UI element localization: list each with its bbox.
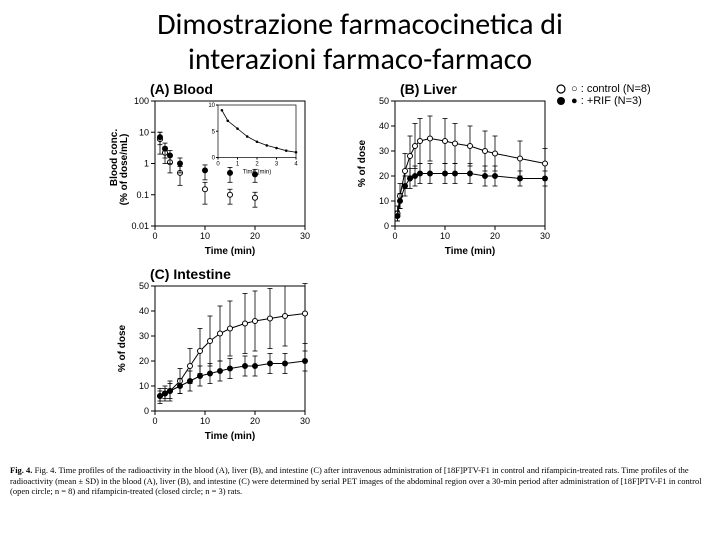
figure-caption: Fig. 4. Fig. 4. Time profiles of the rad… [0, 461, 720, 501]
chart-intestine: 0 10 20 30 0 10 20 30 40 50 Time (min) % of dose [100, 266, 330, 446]
svg-text:30: 30 [540, 231, 550, 241]
svg-text:30: 30 [300, 416, 310, 426]
chart-liver: 0 10 20 30 0 10 20 30 40 50 Time (min) % of dose [350, 81, 570, 261]
panel-liver: (B) Liver 0 10 20 30 0 10 20 30 40 50 Time (min) % … [350, 81, 570, 266]
svg-text:1: 1 [236, 162, 240, 168]
svg-text:40: 40 [139, 306, 149, 316]
svg-text:20: 20 [139, 356, 149, 366]
svg-text:5: 5 [212, 129, 216, 135]
svg-text:Time (min): Time (min) [445, 246, 495, 257]
svg-text:% of dose: % of dose [357, 139, 368, 187]
svg-text:10: 10 [200, 416, 210, 426]
title-line-1: Dimostrazione farmacocinetica di [157, 6, 563, 43]
svg-text:Time (min): Time (min) [205, 246, 255, 257]
svg-text:20: 20 [379, 171, 389, 181]
svg-text:Time (min): Time (min) [243, 170, 271, 176]
svg-text:50: 50 [379, 96, 389, 106]
svg-text:50: 50 [139, 281, 149, 291]
svg-text:0: 0 [384, 221, 389, 231]
svg-text:0: 0 [212, 156, 216, 162]
panel-intestine: (C) Intestine 0 10 20 30 0 10 20 30 40 50 Time (mi… [100, 266, 330, 451]
caption-text: Fig. 4. Time profiles of the radioactivi… [10, 465, 702, 496]
svg-text:30: 30 [139, 331, 149, 341]
panel-c-label: (C) Intestine [150, 266, 231, 282]
svg-text:0: 0 [152, 231, 157, 241]
svg-text:1: 1 [144, 159, 149, 169]
svg-text:30: 30 [300, 231, 310, 241]
svg-text:10: 10 [200, 231, 210, 241]
svg-text:0.01: 0.01 [131, 221, 149, 231]
svg-text:30: 30 [379, 146, 389, 156]
svg-text:20: 20 [250, 231, 260, 241]
panel-blood: (A) Blood 01020300.010.1110100Time (min)… [100, 81, 330, 266]
slide-title: Dimostrazione farmacocinetica di interaz… [0, 0, 720, 81]
svg-text:10: 10 [208, 103, 215, 109]
svg-text:100: 100 [134, 96, 149, 106]
svg-text:10: 10 [139, 127, 149, 137]
panel-b-label: (B) Liver [400, 81, 457, 97]
svg-text:20: 20 [250, 416, 260, 426]
svg-text:(% of dose/mL): (% of dose/mL) [119, 134, 130, 206]
svg-text:10: 10 [139, 381, 149, 391]
svg-text:0: 0 [216, 162, 220, 168]
svg-text:0: 0 [152, 416, 157, 426]
figure-area: ○ : control (N=8) ● : +RIF (N=3) (A) Blo… [0, 81, 720, 461]
svg-text:0.1: 0.1 [136, 190, 149, 200]
panel-a-label: (A) Blood [150, 81, 213, 97]
svg-text:Time (min): Time (min) [205, 431, 255, 442]
svg-text:40: 40 [379, 121, 389, 131]
chart-blood: 01020300.010.1110100Time (min)Blood conc… [100, 81, 330, 261]
svg-text:0: 0 [392, 231, 397, 241]
title-line-2: interazioni farmaco-farmaco [188, 41, 532, 78]
svg-text:2: 2 [255, 162, 259, 168]
svg-text:3: 3 [275, 162, 279, 168]
svg-text:0: 0 [144, 406, 149, 416]
svg-text:10: 10 [440, 231, 450, 241]
svg-text:20: 20 [490, 231, 500, 241]
svg-text:10: 10 [379, 196, 389, 206]
svg-text:% of dose: % of dose [117, 324, 128, 372]
svg-text:4: 4 [294, 162, 298, 168]
